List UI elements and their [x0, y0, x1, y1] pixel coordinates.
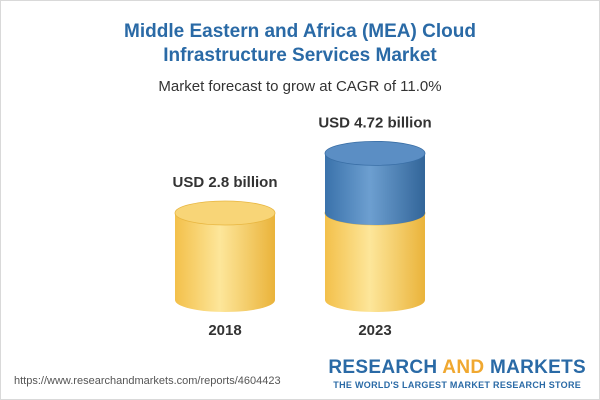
bar-2023-growth-top [324, 140, 426, 166]
data-label-2023: USD 4.72 billion [318, 114, 431, 131]
category-label-2023: 2023 [358, 322, 391, 339]
bar-2023-base-body [325, 213, 425, 312]
chart-title-line-1: Middle Eastern and Africa (MEA) Cloud [124, 21, 476, 42]
bar-2018 [174, 200, 276, 312]
brand-logo: RESEARCH AND MARKETS THE WORLD'S LARGEST… [328, 358, 586, 391]
chart-title: Middle Eastern and Africa (MEA) Cloud In… [0, 20, 600, 68]
brand-name: RESEARCH AND MARKETS [328, 358, 586, 378]
brand-name-part2: MARKETS [484, 357, 586, 378]
brand-name-part1: RESEARCH [328, 357, 443, 378]
chart-title-line-2: Infrastructure Services Market [163, 45, 437, 66]
source-url[interactable]: https://www.researchandmarkets.com/repor… [14, 375, 281, 387]
bar-2018-body [174, 200, 276, 312]
bar-2023 [324, 140, 426, 312]
data-label-2018: USD 2.8 billion [172, 174, 277, 191]
brand-name-and: AND [442, 357, 485, 378]
brand-tagline: THE WORLD'S LARGEST MARKET RESEARCH STOR… [333, 380, 582, 390]
category-label-2018: 2018 [208, 322, 241, 339]
bar-2023-growth [324, 140, 426, 225]
bar-2018-body-top [174, 200, 276, 226]
bar-2023-growth-body [325, 153, 425, 225]
chart-subtitle: Market forecast to grow at CAGR of 11.0% [158, 78, 442, 95]
bar-2018-body-body [175, 213, 275, 312]
